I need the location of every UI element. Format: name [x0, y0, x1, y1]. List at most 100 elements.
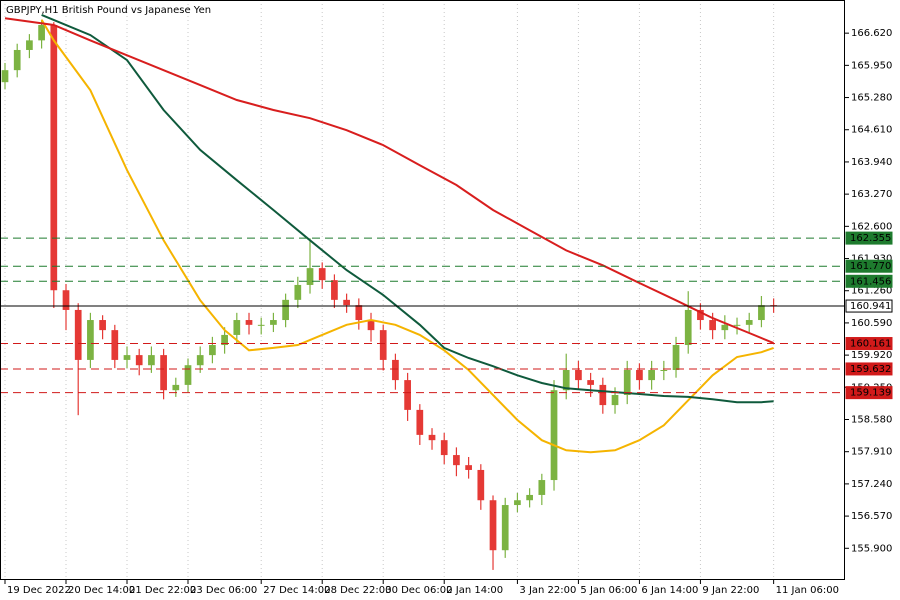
price-label: 161.456	[850, 276, 891, 287]
chart-title: GBPJPY,H1 British Pound vs Japanese Yen	[6, 5, 211, 16]
x-tick-label: 20 Dec 14:00	[68, 585, 135, 596]
candle-body	[172, 384, 180, 391]
plot-frame	[0, 0, 845, 580]
candle-body	[587, 380, 594, 385]
y-tick-label: 156.570	[851, 511, 892, 522]
x-tick-label: 11 Jan 06:00	[776, 585, 839, 596]
moving-average-line	[4, 17, 774, 345]
candle-body	[99, 320, 106, 331]
candle-body	[392, 359, 399, 381]
candle-body	[87, 320, 94, 360]
y-tick-label: 157.240	[851, 479, 892, 490]
y-tick-label: 166.620	[851, 28, 892, 39]
x-tick-label: 30 Dec 06:00	[385, 585, 452, 596]
y-tick-label: 161.260	[851, 286, 892, 297]
candle-body	[221, 334, 228, 346]
candle-body	[13, 49, 21, 71]
candle-body	[160, 355, 167, 391]
y-tick-label: 165.950	[851, 60, 892, 71]
candle-body	[416, 409, 424, 435]
x-tick-label: 28 Dec 22:00	[324, 585, 391, 596]
y-tick-label: 158.580	[851, 415, 892, 426]
price-label: 159.632	[850, 364, 891, 375]
candle-body	[428, 434, 436, 441]
candle-body	[184, 365, 192, 385]
candle-body	[477, 469, 485, 501]
price-label-box	[845, 274, 893, 288]
price-label-box	[845, 231, 893, 245]
candle-body	[1, 70, 9, 83]
candle-body	[599, 384, 607, 406]
plot	[1, 13, 777, 570]
candle-body	[257, 324, 265, 326]
x-tick-label: 6 Jan 14:00	[641, 585, 698, 596]
candle-body	[489, 500, 497, 551]
candle-body	[26, 40, 33, 50]
candle-body	[318, 268, 326, 281]
candle-body	[135, 355, 143, 366]
candle-body	[245, 320, 253, 325]
candle-body	[611, 394, 619, 406]
candle-body	[684, 309, 692, 346]
price-label: 162.355	[850, 233, 891, 244]
candle-body	[74, 309, 82, 360]
candle-body	[233, 320, 241, 335]
moving-average-line	[40, 19, 774, 454]
candle-body	[209, 345, 216, 356]
y-tick-label: 160.590	[851, 318, 892, 329]
y-tick-label: 163.940	[851, 157, 892, 168]
candle-body	[111, 330, 119, 360]
y-tick-label: 164.610	[851, 125, 892, 136]
x-tick-label: 2 Jan 14:00	[446, 585, 503, 596]
candle-body	[721, 324, 729, 331]
candle-body	[282, 299, 289, 321]
candle-body	[733, 324, 741, 326]
y-tick-label: 159.920	[851, 350, 892, 361]
candle-body	[575, 370, 582, 381]
candle-body	[331, 280, 338, 300]
y-tick-label: 162.600	[851, 221, 892, 232]
candle-body	[123, 355, 131, 360]
price-label-box	[845, 259, 893, 273]
y-tick-label: 165.280	[851, 93, 892, 104]
y-tick-label: 163.270	[851, 189, 892, 200]
y-tick-label: 161.930	[851, 254, 892, 265]
candle-body	[538, 480, 546, 495]
candle-body	[636, 370, 643, 381]
candle-body	[514, 500, 521, 506]
candle-body	[453, 455, 460, 466]
candle-body	[623, 370, 631, 395]
x-tick-label: 23 Dec 06:00	[190, 585, 257, 596]
candle-body	[709, 320, 716, 331]
candle-body	[501, 505, 509, 551]
candle-body	[465, 465, 472, 470]
x-tick-label: 27 Dec 14:00	[263, 585, 330, 596]
candle-body	[50, 24, 58, 291]
price-label: 159.139	[850, 388, 891, 399]
candle-body	[367, 320, 375, 331]
candle-body	[306, 268, 314, 285]
price-label-box	[845, 362, 893, 376]
candle-body	[648, 370, 655, 381]
price-label-box	[845, 299, 893, 313]
candle-body	[38, 24, 45, 41]
candle-body	[294, 284, 302, 300]
candle-body	[379, 330, 387, 360]
overlay: 162.355 161.770 161.456 160.941 160.161 159.6…	[0, 231, 893, 400]
candle-body	[343, 299, 350, 306]
price-label-box	[845, 337, 893, 351]
price-label: 160.941	[850, 301, 891, 312]
grid: 166.620 165.950 165.280 164.610 163.940 163.2…	[4, 0, 892, 596]
candle-body	[62, 290, 70, 310]
candle-body	[562, 370, 570, 391]
candle-body	[148, 355, 155, 366]
candle-body	[758, 305, 765, 321]
candle-body	[745, 320, 753, 325]
price-label: 161.770	[850, 261, 891, 272]
candle-body	[550, 390, 558, 481]
x-tick-label: 5 Jan 06:00	[580, 585, 637, 596]
candle-body	[672, 345, 680, 371]
